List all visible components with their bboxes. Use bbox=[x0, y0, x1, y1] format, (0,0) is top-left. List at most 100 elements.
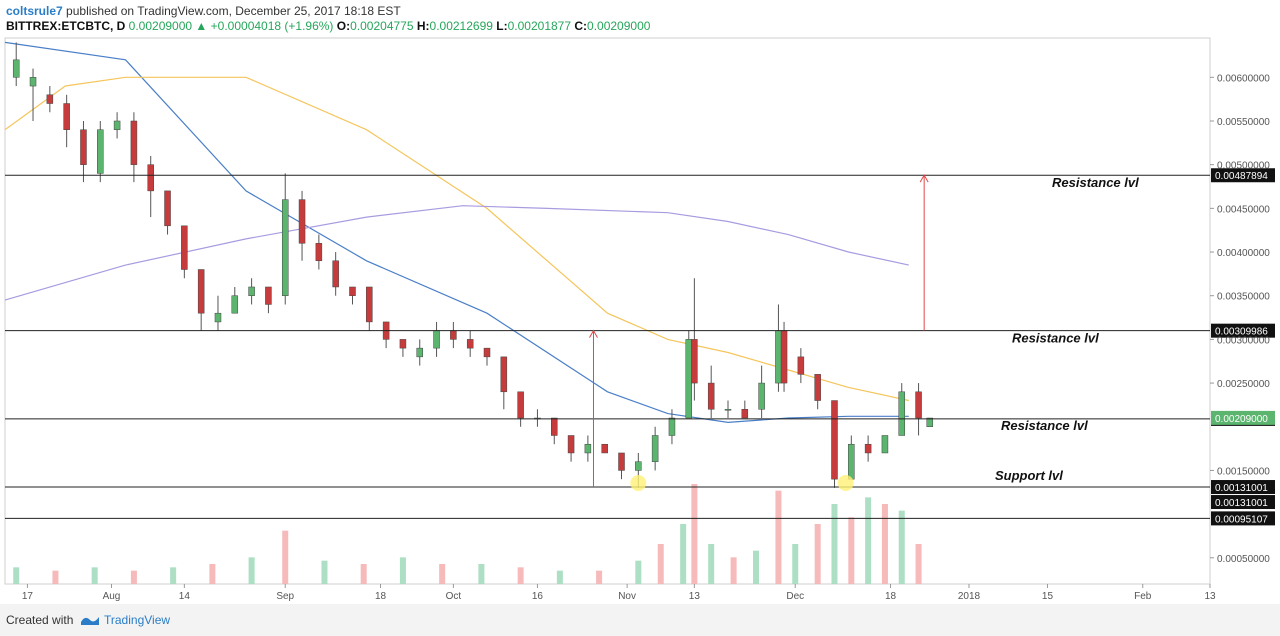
support-highlight bbox=[630, 475, 647, 492]
x-tick-label: 15 bbox=[1042, 591, 1054, 602]
tradingview-logo-icon[interactable] bbox=[80, 612, 100, 628]
tradingview-brand[interactable]: TradingView bbox=[104, 613, 171, 627]
volume-bar bbox=[170, 567, 177, 584]
volume-bar bbox=[282, 530, 289, 584]
candle-body bbox=[80, 129, 87, 165]
volume-bar bbox=[680, 524, 687, 584]
y-tick-label: 0.00550000 bbox=[1217, 117, 1270, 128]
volume-bar bbox=[399, 557, 406, 584]
target-arrow-head bbox=[589, 329, 598, 338]
symbol-line: BITTREX:ETCBTC, D 0.00209000 ▲ +0.000040… bbox=[6, 19, 650, 33]
x-tick-label: Nov bbox=[618, 591, 636, 602]
candle-body bbox=[332, 260, 339, 288]
candle-body bbox=[433, 330, 440, 349]
candle-body bbox=[848, 443, 855, 480]
candle-body bbox=[12, 59, 20, 78]
candle-body bbox=[231, 295, 239, 314]
candle-body bbox=[668, 417, 676, 436]
high-value: 0.00212699 bbox=[429, 19, 493, 33]
candle-body bbox=[483, 347, 491, 358]
level-annotation: Resistance lvl bbox=[1012, 331, 1099, 346]
candle-body bbox=[281, 199, 289, 296]
candle-body bbox=[635, 461, 642, 471]
candle-body bbox=[691, 339, 698, 384]
x-tick-label: Aug bbox=[103, 591, 121, 602]
volume-bar bbox=[209, 564, 216, 584]
candle-body bbox=[898, 391, 905, 436]
candle-body bbox=[265, 286, 272, 305]
candle-body bbox=[707, 382, 715, 410]
y-tick-label: 0.00600000 bbox=[1217, 73, 1270, 84]
y-tick-label: 0.00250000 bbox=[1217, 379, 1270, 390]
candle-body bbox=[775, 330, 782, 384]
volume-bar bbox=[321, 560, 328, 584]
target-arrow-head bbox=[919, 174, 929, 183]
level-annotation: Support lvl bbox=[995, 468, 1063, 483]
level-tag-bg bbox=[1211, 480, 1275, 495]
volume-bar bbox=[775, 490, 782, 584]
volume-bar bbox=[248, 557, 255, 584]
last-price-tag: 0.00209000 bbox=[1215, 414, 1268, 425]
y-tick-label: 0.00150000 bbox=[1217, 466, 1270, 477]
y-tick-label: 0.00400000 bbox=[1217, 248, 1270, 259]
author-link[interactable]: coltsrule7 bbox=[6, 4, 63, 18]
close-value: 0.00209000 bbox=[587, 19, 651, 33]
volume-bar bbox=[635, 560, 642, 584]
x-tick-label: Feb bbox=[1134, 591, 1152, 602]
volume-bar bbox=[730, 557, 737, 584]
level-tag: 0.00487894 bbox=[1215, 171, 1268, 182]
x-tick-label: Sep bbox=[276, 591, 294, 602]
x-tick-label: Dec bbox=[786, 591, 804, 602]
volume-bar bbox=[360, 564, 367, 584]
level-tag-bg bbox=[1211, 168, 1275, 183]
x-tick-label: 2018 bbox=[958, 591, 981, 602]
volume-bar bbox=[915, 544, 922, 584]
volume-bar bbox=[898, 510, 905, 584]
candle-body bbox=[349, 286, 356, 296]
last-price: 0.00209000 bbox=[128, 19, 193, 33]
candle-body bbox=[758, 382, 765, 410]
volume-bar bbox=[792, 544, 799, 584]
candle-body bbox=[181, 225, 188, 270]
candle-body bbox=[864, 443, 872, 454]
x-tick-label: 17 bbox=[22, 591, 34, 602]
x-tick-label: 18 bbox=[885, 591, 897, 602]
y-tick-label: 0.00300000 bbox=[1217, 335, 1270, 346]
candle-body bbox=[315, 243, 323, 262]
candle-body bbox=[248, 286, 255, 296]
price-chart[interactable]: 0.00487894 Resistance lvl 0.00309986 Resist… bbox=[0, 0, 1280, 604]
candle-body bbox=[366, 286, 373, 323]
candle-body bbox=[500, 356, 508, 393]
low-label: L: bbox=[496, 19, 508, 33]
level-tag: 0.00131001 bbox=[1215, 483, 1268, 494]
candle-body bbox=[97, 129, 104, 174]
ma-short-line bbox=[4, 41, 909, 424]
candle-body bbox=[466, 339, 474, 349]
level-annotation: Resistance lvl bbox=[1052, 175, 1139, 190]
candle-body bbox=[915, 391, 922, 419]
x-tick-label: 18 bbox=[375, 591, 387, 602]
duplicate-tag: 0.00131001 bbox=[1215, 498, 1268, 509]
volume-bar bbox=[831, 504, 838, 584]
candle-body bbox=[197, 269, 205, 314]
y-tick-label: 0.00350000 bbox=[1217, 292, 1270, 303]
candle-body bbox=[29, 77, 37, 87]
level-tag: 0.00309986 bbox=[1215, 327, 1268, 338]
y-tick-label: 0.00500000 bbox=[1217, 161, 1270, 172]
candle-body bbox=[567, 435, 575, 454]
volume-bar bbox=[814, 524, 821, 584]
x-tick-label: 13 bbox=[1204, 591, 1216, 602]
candle-body bbox=[164, 190, 171, 227]
candle-body bbox=[130, 120, 138, 165]
candle-body bbox=[113, 120, 121, 130]
volume-bar bbox=[596, 570, 603, 584]
candle-body bbox=[416, 347, 423, 358]
candle-body bbox=[63, 103, 70, 130]
candle-body bbox=[618, 452, 625, 471]
ma-long-line bbox=[4, 205, 909, 301]
x-tick-label: Oct bbox=[446, 591, 462, 602]
x-tick-label: 16 bbox=[532, 591, 544, 602]
volume-bar bbox=[657, 544, 664, 584]
candle-body bbox=[298, 199, 306, 244]
open-label: O: bbox=[336, 19, 351, 33]
